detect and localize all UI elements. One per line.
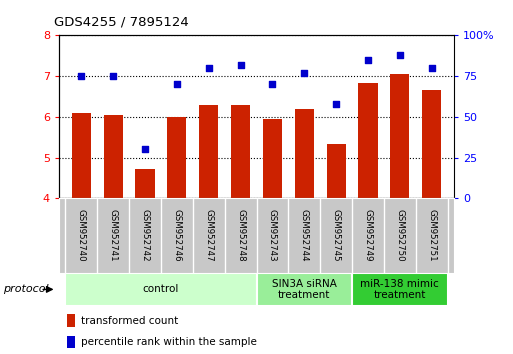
Point bbox=[109, 73, 117, 79]
Bar bbox=[167, 117, 186, 198]
Point bbox=[428, 65, 436, 71]
Point bbox=[173, 81, 181, 87]
Text: miR-138 mimic
treatment: miR-138 mimic treatment bbox=[361, 279, 439, 300]
Bar bbox=[104, 115, 123, 198]
Bar bbox=[390, 74, 409, 198]
Text: protocol: protocol bbox=[3, 284, 48, 295]
Text: GSM952746: GSM952746 bbox=[172, 209, 182, 262]
Point bbox=[364, 57, 372, 63]
Bar bbox=[135, 169, 154, 198]
Text: GSM952744: GSM952744 bbox=[300, 209, 309, 262]
Bar bbox=[256, 273, 352, 306]
Text: GSM952741: GSM952741 bbox=[109, 209, 117, 262]
Bar bbox=[352, 273, 448, 306]
Bar bbox=[72, 113, 91, 198]
Text: GSM952747: GSM952747 bbox=[204, 209, 213, 262]
Text: percentile rank within the sample: percentile rank within the sample bbox=[81, 337, 256, 347]
Bar bbox=[295, 109, 314, 198]
Text: GSM952742: GSM952742 bbox=[141, 209, 149, 262]
Text: GSM952740: GSM952740 bbox=[77, 209, 86, 262]
Bar bbox=[199, 105, 218, 198]
Point bbox=[268, 81, 277, 87]
Bar bbox=[263, 119, 282, 198]
Text: GSM952751: GSM952751 bbox=[427, 209, 436, 262]
Text: GSM952743: GSM952743 bbox=[268, 209, 277, 262]
Bar bbox=[67, 336, 75, 348]
Text: GDS4255 / 7895124: GDS4255 / 7895124 bbox=[54, 16, 189, 29]
Point bbox=[141, 147, 149, 152]
Text: control: control bbox=[143, 284, 179, 295]
Point bbox=[396, 52, 404, 58]
Text: transformed count: transformed count bbox=[81, 316, 178, 326]
Text: GSM952750: GSM952750 bbox=[396, 209, 404, 262]
Point bbox=[205, 65, 213, 71]
Point bbox=[236, 62, 245, 68]
Text: GSM952745: GSM952745 bbox=[331, 209, 341, 262]
Bar bbox=[67, 314, 75, 327]
Bar bbox=[65, 273, 256, 306]
Bar bbox=[422, 90, 441, 198]
Bar bbox=[359, 84, 378, 198]
Point bbox=[77, 73, 85, 79]
Bar bbox=[231, 105, 250, 198]
Point bbox=[300, 70, 308, 76]
Text: GSM952749: GSM952749 bbox=[364, 209, 372, 262]
Text: GSM952748: GSM952748 bbox=[236, 209, 245, 262]
Bar bbox=[327, 144, 346, 198]
Point bbox=[332, 101, 340, 107]
Text: SIN3A siRNA
treatment: SIN3A siRNA treatment bbox=[272, 279, 337, 300]
